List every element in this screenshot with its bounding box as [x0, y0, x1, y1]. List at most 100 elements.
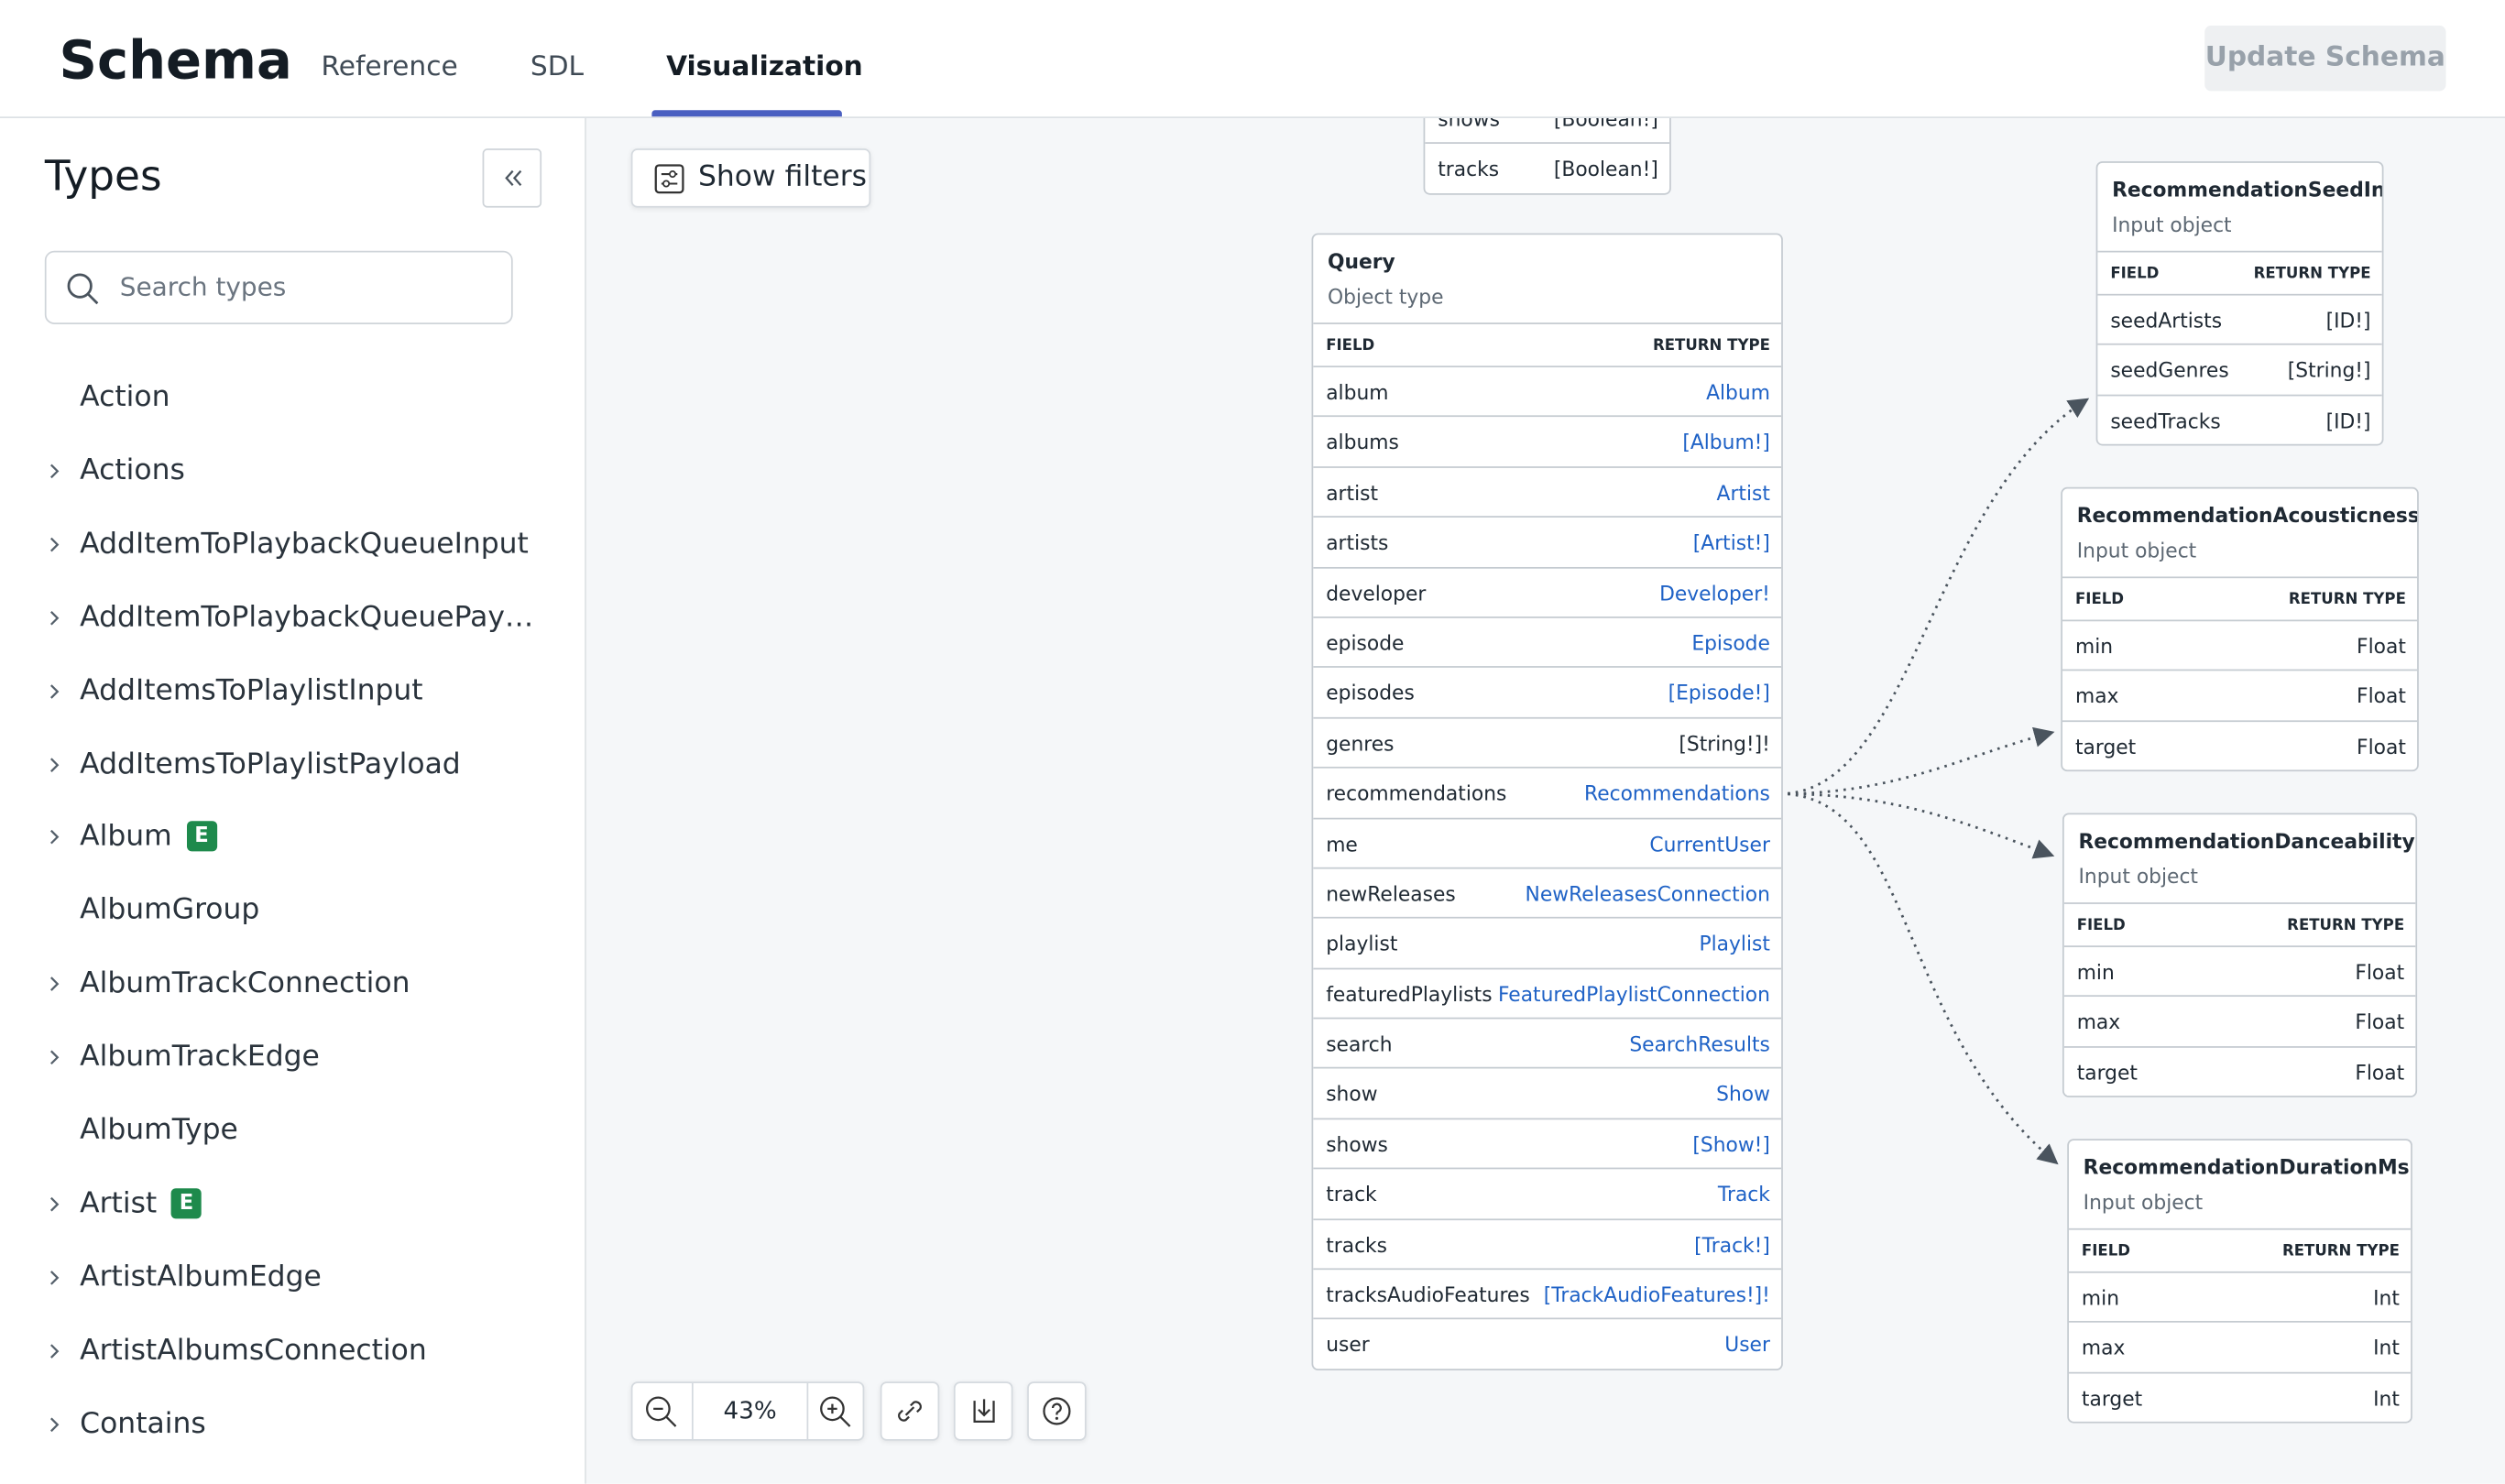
field-name: show [1326, 1082, 1378, 1107]
zoom-out-button[interactable] [644, 1394, 679, 1429]
search-input[interactable]: Search types [44, 250, 513, 324]
field-type[interactable]: Episode [1691, 630, 1770, 655]
field-type: Float [2355, 959, 2405, 985]
tab[interactable]: Reference [321, 50, 458, 83]
field-type[interactable]: Track [1717, 1182, 1770, 1206]
expand-chevron[interactable] [47, 1193, 62, 1215]
expand-chevron[interactable] [47, 460, 62, 482]
field-name: album [1326, 379, 1389, 405]
field-type[interactable]: [Artist!] [1692, 530, 1770, 555]
tab[interactable]: Visualization [666, 50, 863, 83]
field-row: show Show [1313, 1067, 1782, 1118]
field-row: artists [Artist!] [1313, 516, 1782, 566]
update-schema-button[interactable]: Update Schema [2204, 25, 2446, 92]
expand-chevron[interactable] [47, 1046, 62, 1068]
type-item[interactable]: AlbumTrackConnection [80, 966, 410, 1000]
filter-icon [654, 164, 684, 194]
expand-chevron[interactable] [47, 1266, 62, 1288]
expand-chevron[interactable] [47, 533, 62, 555]
column-header: FIELD RETURN TYPE [2062, 576, 2418, 619]
link-button[interactable] [880, 1381, 940, 1441]
field-type: Float [2357, 734, 2406, 758]
field-name: seedGenres [2110, 358, 2229, 383]
field-row: track Track [1313, 1168, 1782, 1218]
field-name: shows [1438, 118, 1500, 131]
field-type: Int [2373, 1386, 2400, 1411]
edge [1779, 792, 2059, 1165]
field-name: developer [1326, 580, 1427, 606]
expand-chevron[interactable] [47, 680, 62, 702]
column-return-type: RETURN TYPE [2288, 591, 2406, 609]
field-type[interactable]: FeaturedPlaylistConnection [1497, 981, 1770, 1006]
field-name: search [1326, 1031, 1393, 1056]
expand-chevron[interactable] [47, 1339, 62, 1361]
node-title: RecommendationSeedInput [2112, 177, 2384, 202]
help-button[interactable] [1027, 1381, 1087, 1441]
link-icon [898, 1401, 922, 1422]
field-row: target Float [2062, 719, 2418, 770]
type-item[interactable]: Contains [80, 1406, 206, 1440]
field-type[interactable]: SearchResults [1629, 1031, 1770, 1056]
field-name: artist [1326, 480, 1379, 505]
field-type[interactable]: Album [1706, 379, 1770, 405]
field-type[interactable]: Recommendations [1584, 780, 1770, 806]
field-type: [Boolean!] [1553, 157, 1658, 181]
type-item[interactable]: AddItemToPlaybackQueuePay… [80, 600, 533, 634]
field-type[interactable]: CurrentUser [1649, 831, 1770, 856]
field-type[interactable]: [Track!] [1694, 1232, 1770, 1257]
field-row: newReleases NewReleasesConnection [1313, 867, 1782, 918]
column-header: FIELD RETURN TYPE [2068, 1228, 2412, 1271]
type-item[interactable]: Actions [80, 453, 185, 487]
collapse-button[interactable] [482, 148, 542, 208]
type-item[interactable]: Action [80, 380, 170, 414]
type-name: ArtistAlbumsConnection [80, 1333, 427, 1367]
type-item[interactable]: AlbumTrackEdge [80, 1040, 320, 1074]
type-item[interactable]: ArtistAlbumEdge [80, 1260, 322, 1293]
field-row: max Float [2062, 670, 2418, 720]
field-type[interactable]: [Show!] [1692, 1131, 1770, 1157]
type-item[interactable]: AlbumType [80, 1113, 238, 1147]
field-row: user User [1313, 1318, 1782, 1369]
edges [1779, 398, 2090, 1165]
field-type[interactable]: [Episode!] [1668, 681, 1770, 705]
expand-chevron[interactable] [47, 753, 62, 775]
field-name: min [2076, 959, 2115, 985]
field-row: playlist Playlist [1313, 917, 1782, 967]
expand-chevron[interactable] [47, 826, 62, 848]
type-item[interactable]: AddItemToPlaybackQueueInput [80, 527, 529, 561]
search-icon [67, 273, 99, 305]
type-name: AlbumGroup [80, 893, 260, 927]
field-row: seedArtists [ID!] [2097, 293, 2382, 344]
field-type[interactable]: Artist [1716, 480, 1770, 505]
column-field: FIELD [2110, 265, 2160, 283]
type-item[interactable]: ArtistAlbumsConnection [80, 1333, 427, 1367]
tab[interactable]: SDL [530, 50, 585, 83]
field-type[interactable]: [Album!] [1682, 430, 1770, 454]
field-row: max Float [2063, 995, 2416, 1046]
type-item[interactable]: Artist E [80, 1186, 202, 1220]
expand-chevron[interactable] [47, 606, 62, 628]
download-button[interactable] [953, 1381, 1013, 1441]
field-type: Float [2357, 683, 2406, 709]
type-item[interactable]: AddItemsToPlaylistPayload [80, 747, 461, 780]
column-return-type: RETURN TYPE [2281, 1242, 2400, 1260]
zoom-in-button[interactable] [818, 1394, 853, 1429]
node-subtitle: Object type [1327, 284, 1444, 309]
field-type[interactable]: [TrackAudioFeatures!]! [1543, 1282, 1770, 1307]
type-item[interactable]: AlbumGroup [80, 893, 259, 927]
field-name: episodes [1326, 681, 1415, 705]
field-type[interactable]: Developer! [1659, 580, 1770, 606]
field-type: Float [2355, 1009, 2405, 1034]
field-type[interactable]: NewReleasesConnection [1525, 881, 1770, 906]
show-filters-button[interactable]: Show filters [630, 148, 871, 208]
expand-chevron[interactable] [47, 1413, 62, 1435]
field-type: [ID!] [2325, 408, 2371, 433]
type-item[interactable]: AddItemsToPlaylistInput [80, 673, 422, 707]
expand-chevron[interactable] [47, 973, 62, 995]
field-type[interactable]: Playlist [1699, 932, 1770, 956]
type-item[interactable]: Album E [80, 820, 217, 854]
field-type[interactable]: User [1724, 1332, 1770, 1358]
field-row: genres [String!]! [1313, 716, 1782, 767]
field-type: [Boolean!] [1553, 118, 1658, 131]
field-type[interactable]: Show [1716, 1082, 1770, 1107]
